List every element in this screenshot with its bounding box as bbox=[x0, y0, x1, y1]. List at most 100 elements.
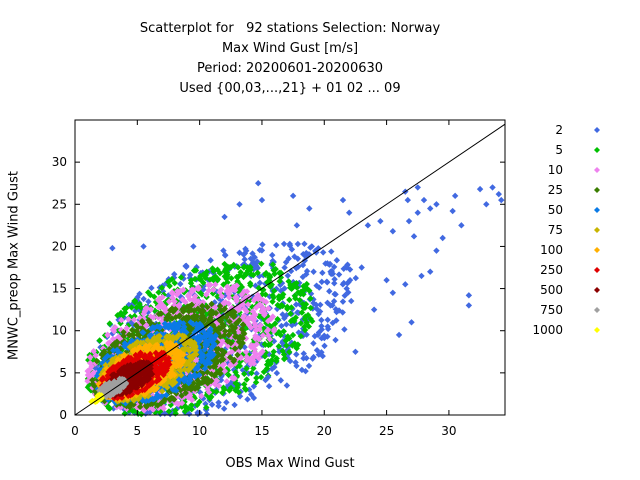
data-point-2 bbox=[250, 394, 258, 402]
data-point-10 bbox=[161, 306, 168, 313]
x-axis-label: OBS Max Wind Gust bbox=[225, 456, 355, 471]
data-point-5 bbox=[226, 387, 233, 394]
data-point-5 bbox=[269, 261, 277, 268]
data-point-2 bbox=[313, 282, 320, 289]
data-point-2 bbox=[324, 260, 331, 267]
data-point-100 bbox=[147, 386, 155, 394]
data-point-outlier bbox=[306, 205, 313, 212]
data-point-5 bbox=[166, 282, 173, 290]
data-point-10 bbox=[247, 324, 255, 331]
data-point-2 bbox=[288, 246, 296, 253]
data-point-outlier bbox=[395, 331, 403, 339]
data-point-5 bbox=[236, 272, 244, 279]
data-point-10 bbox=[175, 400, 182, 408]
data-point-5 bbox=[243, 365, 250, 372]
data-point-5 bbox=[158, 284, 166, 291]
data-point-outlier bbox=[414, 209, 421, 216]
data-point-2 bbox=[299, 261, 307, 269]
data-point-2 bbox=[310, 340, 317, 347]
data-point-5 bbox=[96, 337, 103, 344]
data-point-10 bbox=[141, 308, 148, 315]
data-point-2 bbox=[293, 362, 300, 370]
data-point-5 bbox=[155, 289, 162, 296]
data-point-2 bbox=[321, 342, 328, 350]
data-point-5 bbox=[216, 270, 224, 277]
data-point-outlier bbox=[370, 306, 378, 313]
data-point-5 bbox=[255, 313, 263, 320]
data-point-10 bbox=[88, 363, 95, 370]
data-point-10 bbox=[243, 316, 251, 324]
data-point-100 bbox=[146, 342, 153, 349]
data-point-5 bbox=[221, 273, 228, 280]
data-point-250 bbox=[106, 366, 114, 374]
data-point-750 bbox=[111, 378, 118, 385]
data-point-10 bbox=[195, 298, 202, 305]
data-point-10 bbox=[220, 361, 228, 368]
data-point-25 bbox=[207, 311, 214, 318]
data-point-2 bbox=[140, 295, 147, 303]
data-point-outlier bbox=[405, 217, 413, 225]
data-point-100 bbox=[142, 390, 149, 398]
data-point-2 bbox=[305, 362, 313, 370]
data-point-10 bbox=[242, 348, 250, 356]
data-point-5 bbox=[275, 343, 282, 350]
data-point-5 bbox=[275, 328, 283, 336]
data-point-500 bbox=[145, 363, 152, 371]
data-point-75 bbox=[186, 347, 193, 355]
data-point-5 bbox=[244, 267, 252, 274]
data-point-25 bbox=[190, 307, 198, 314]
data-point-500 bbox=[130, 379, 137, 386]
data-point-5 bbox=[297, 332, 305, 340]
data-point-250 bbox=[159, 368, 167, 376]
data-point-1000 bbox=[89, 397, 96, 405]
data-point-10 bbox=[267, 315, 275, 322]
data-point-2 bbox=[207, 257, 214, 264]
data-point-2 bbox=[279, 311, 286, 318]
data-point-25 bbox=[192, 316, 199, 324]
data-point-5 bbox=[236, 358, 243, 366]
y-axis-label: MNWC_preop Max Wind Gust bbox=[6, 171, 22, 361]
data-point-2 bbox=[318, 349, 325, 356]
legend-label: 10 bbox=[548, 163, 563, 177]
data-point-1000 bbox=[98, 394, 105, 402]
data-point-outlier bbox=[236, 201, 243, 208]
x-tick-label: 20 bbox=[317, 424, 332, 438]
data-point-25 bbox=[219, 321, 226, 328]
data-point-25 bbox=[136, 403, 144, 411]
data-point-10 bbox=[245, 293, 253, 301]
data-point-2 bbox=[287, 357, 294, 365]
data-point-50 bbox=[101, 355, 109, 362]
data-point-5 bbox=[214, 276, 222, 283]
data-point-outlier bbox=[140, 243, 147, 250]
data-point-2 bbox=[236, 249, 243, 256]
data-point-25 bbox=[212, 328, 219, 336]
data-point-10 bbox=[226, 287, 234, 294]
data-point-10 bbox=[265, 332, 272, 339]
data-point-10 bbox=[233, 297, 240, 305]
data-point-5 bbox=[209, 265, 216, 272]
x-tick-label: 10 bbox=[192, 424, 207, 438]
data-point-5 bbox=[232, 369, 239, 376]
data-point-2 bbox=[301, 240, 308, 248]
data-point-25 bbox=[216, 302, 224, 310]
legend-label: 25 bbox=[548, 183, 563, 197]
data-point-5 bbox=[270, 348, 277, 355]
data-point-outlier bbox=[346, 209, 353, 216]
data-point-2 bbox=[310, 299, 317, 307]
data-point-outlier bbox=[410, 233, 418, 240]
data-point-50 bbox=[204, 352, 212, 359]
data-point-2 bbox=[187, 271, 194, 279]
data-point-10 bbox=[250, 297, 258, 304]
data-point-10 bbox=[254, 291, 262, 299]
data-point-25 bbox=[166, 395, 173, 403]
data-point-2 bbox=[278, 322, 285, 330]
data-point-75 bbox=[159, 387, 166, 395]
data-point-50 bbox=[128, 337, 136, 344]
data-point-10 bbox=[193, 354, 201, 361]
data-point-50 bbox=[206, 359, 214, 367]
data-point-5 bbox=[286, 348, 293, 356]
data-point-5 bbox=[243, 376, 250, 383]
data-point-outlier bbox=[389, 228, 397, 235]
data-point-outlier bbox=[314, 331, 322, 339]
data-point-10 bbox=[117, 404, 124, 411]
